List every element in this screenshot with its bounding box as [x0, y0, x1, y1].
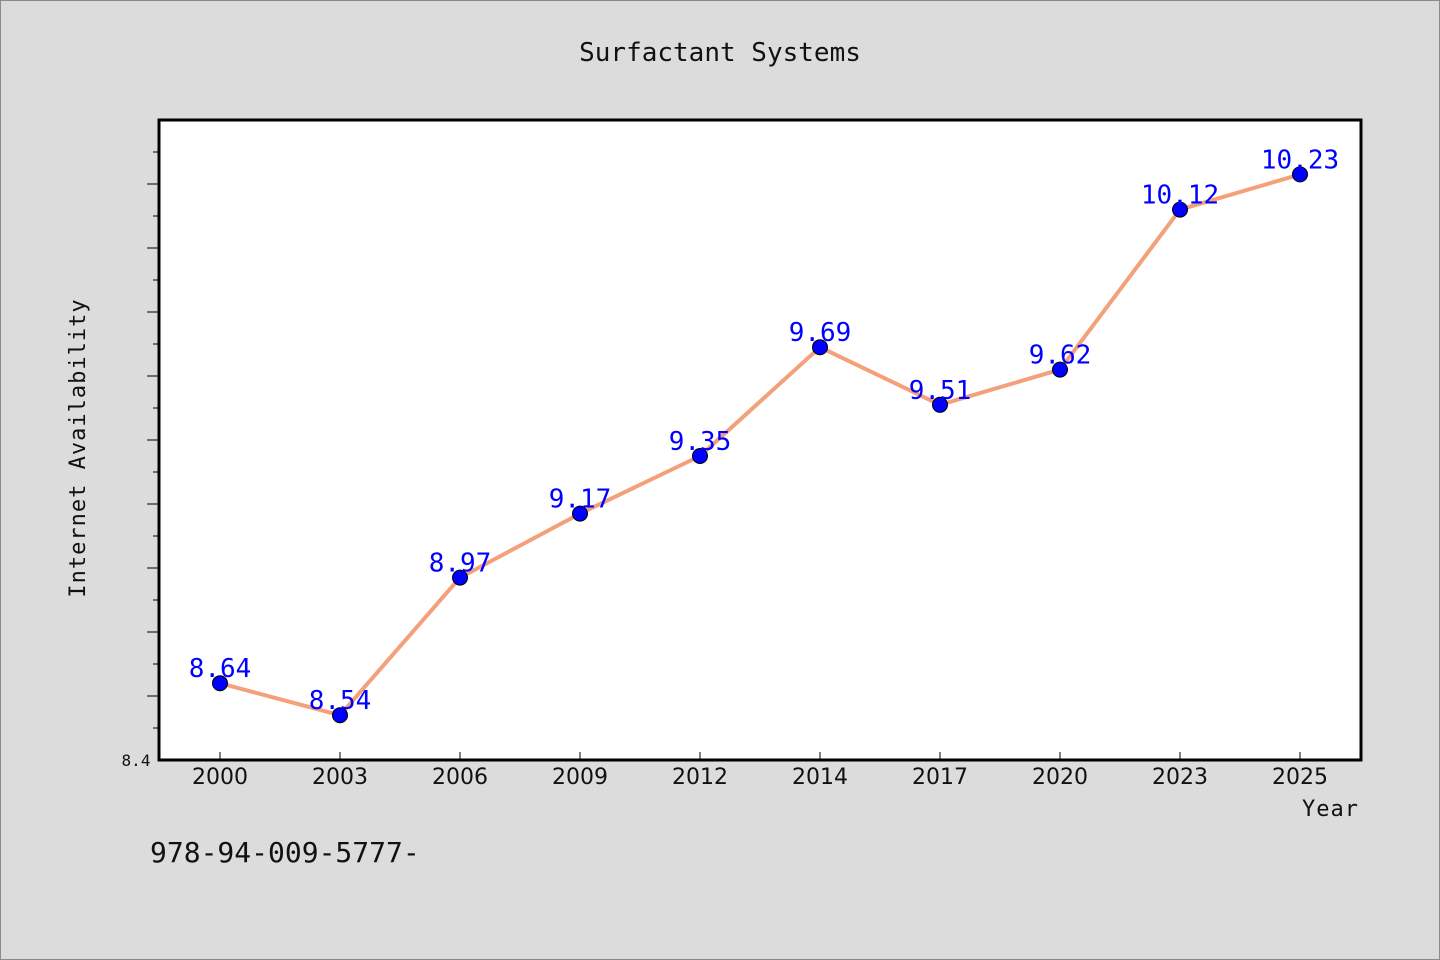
data-label: 8.64 [189, 654, 252, 684]
data-label: 9.69 [789, 318, 852, 348]
x-tick-label: 2025 [1272, 765, 1328, 790]
x-tick-label: 2003 [312, 765, 368, 790]
x-axis-label: Year [1302, 797, 1359, 822]
data-point [332, 707, 348, 724]
data-label: 8.54 [309, 686, 372, 716]
data-label: 10.23 [1261, 145, 1339, 175]
data-label: 9.62 [1029, 341, 1092, 371]
series-line-group [212, 166, 1308, 724]
series-line [219, 172, 1301, 718]
x-tick-label: 2006 [432, 765, 488, 790]
x-tick-label: 2017 [912, 765, 968, 790]
data-label: 9.35 [669, 427, 732, 457]
data-point [812, 339, 828, 356]
data-point [1052, 361, 1068, 378]
footnote-text: 978-94-009-5777- [150, 836, 420, 869]
y-axis-ticks: 8.4 [122, 151, 159, 770]
x-tick-label: 2023 [1152, 765, 1208, 790]
y-tick-label: 8.4 [122, 751, 151, 770]
data-label: 10.12 [1141, 181, 1219, 211]
data-point [692, 448, 708, 464]
x-tick-label: 2020 [1032, 765, 1088, 790]
x-tick-label: 2000 [192, 765, 248, 790]
chart-title: Surfactant Systems [579, 38, 861, 68]
x-tick-label: 2014 [792, 765, 848, 790]
data-point [212, 675, 228, 692]
data-labels-group: 8.64 8.54 8.97 9.17 9.35 9.69 9.51 9.62 10.12 10.… [189, 145, 1339, 716]
y-axis-label: Internet Availability [66, 298, 91, 597]
data-point [1292, 166, 1308, 183]
data-point [932, 396, 948, 413]
x-axis-ticks: 2000 2003 2006 2009 2012 2014 2017 2020 2023 2025 [192, 752, 1328, 790]
data-point [452, 569, 468, 586]
x-tick-label: 2009 [552, 765, 608, 790]
x-tick-label: 2012 [672, 765, 728, 790]
data-point [572, 505, 588, 522]
data-label: 9.17 [549, 485, 612, 515]
data-point [1172, 201, 1188, 218]
plot-area [157, 118, 1363, 762]
data-label: 9.51 [909, 376, 972, 406]
data-label: 8.97 [429, 549, 492, 579]
